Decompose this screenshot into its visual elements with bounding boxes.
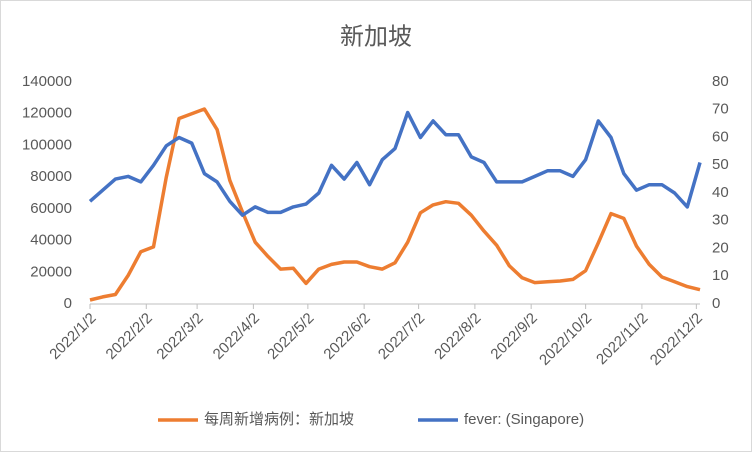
y2-tick-label: 40 [712,184,729,201]
y2-tick-label: 0 [712,295,720,312]
y2-tick-label: 50 [712,156,729,173]
y2-tick-label: 20 [712,239,729,256]
y2-tick-label: 70 [712,101,729,118]
y-tick-label: 100000 [22,136,72,153]
y2-tick-label: 30 [712,212,729,229]
y-tick-label: 40000 [30,232,72,249]
y2-tick-label: 60 [712,128,729,145]
y2-tick-label: 10 [712,267,729,284]
y-tick-label: 80000 [30,168,72,185]
legend-label: fever: (Singapore) [464,411,584,428]
y-tick-label: 0 [64,295,72,312]
y-tick-label: 60000 [30,200,72,217]
y-tick-label: 20000 [30,263,72,280]
y-tick-label: 140000 [22,73,72,90]
series-line [89,107,701,302]
y-tick-label: 120000 [22,105,72,122]
chart-title: 新加坡 [340,23,412,50]
legend-label: 每周新增病例：新加坡 [204,411,354,428]
series-line [88,110,702,217]
y2-tick-label: 80 [712,73,729,90]
